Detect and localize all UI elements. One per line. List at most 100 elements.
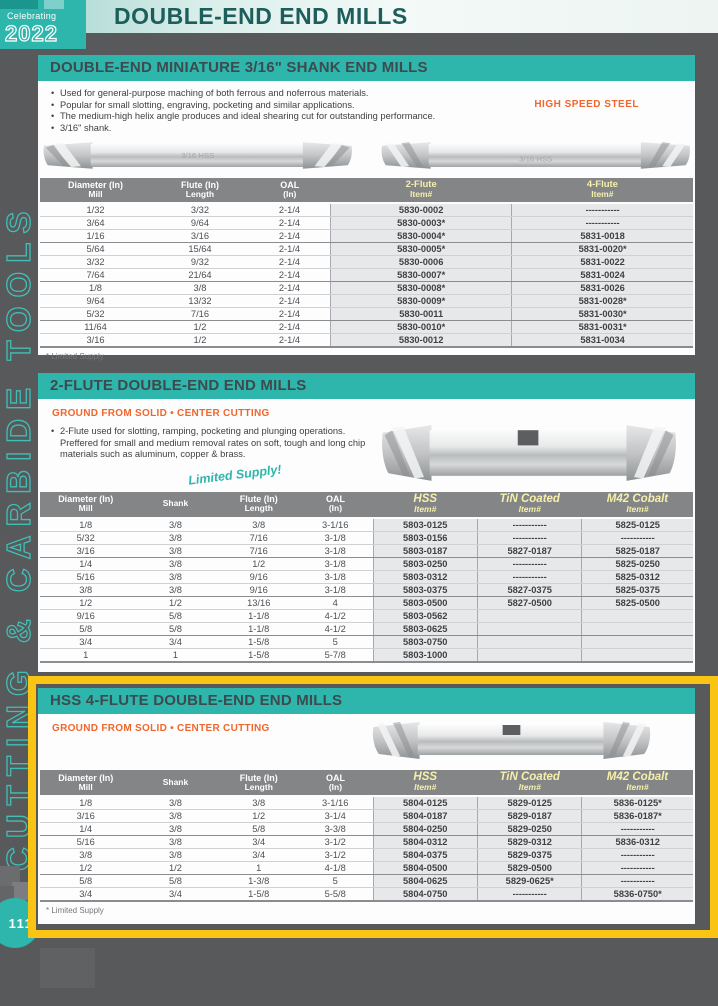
table-cell: 1-1/8: [219, 609, 298, 623]
limited-supply-note: Limited Supply!: [187, 461, 283, 488]
table-cell: 1/2: [40, 861, 132, 875]
table-cell: 3/16: [151, 229, 249, 243]
table-cell: 1/8: [40, 517, 132, 532]
table-row: 5/32 3/8 7/16 3-1/8 5803-0156 ----------- ----…: [40, 531, 693, 545]
table-cell: 3-1/8: [297, 544, 373, 558]
table-cell: 4-1/2: [297, 622, 373, 636]
table-cell: 5836-0187*: [581, 809, 693, 823]
column-header: OAL (In): [248, 178, 331, 204]
badge-label: Celebrating: [7, 11, 57, 21]
table-cell: 1-5/8: [219, 635, 298, 649]
table-cell: 5831-0030*: [511, 307, 693, 321]
table-cell: 5831-0022: [511, 255, 693, 269]
table-cell: -----------: [581, 822, 693, 836]
table-cell: 3-1/8: [297, 557, 373, 571]
table-cell: 5831-0018: [511, 229, 693, 243]
table-cell: 5830-0002: [330, 203, 512, 217]
bullet-item: Popular for small slotting, engraving, p…: [50, 100, 695, 112]
table-cell: 5-7/8: [297, 648, 373, 663]
section-miniature-card: DOUBLE-END MINIATURE 3/16" SHANK END MIL…: [38, 55, 695, 361]
section-header: 2-FLUTE DOUBLE-END END MILLS: [38, 373, 695, 399]
table-cell: 5825-0125: [581, 517, 693, 532]
table-cell: 5/8: [131, 609, 220, 623]
section-two-flute-card: 2-FLUTE DOUBLE-END END MILLS GROUND FROM…: [38, 373, 695, 672]
table-row: 3/8 3/8 3/4 3-1/2 5804-0375 5829-0375 --------…: [40, 848, 693, 862]
table-cell: -----------: [476, 557, 582, 571]
table-cell: 5830-0005*: [330, 242, 512, 256]
table-cell: 3/8: [131, 557, 220, 571]
table-cell: -----------: [511, 203, 693, 217]
table-cell: 1/2: [151, 333, 249, 348]
table-cell: 3/8: [131, 544, 220, 558]
column-header: Flute (In) Length: [219, 770, 298, 797]
table-cell: 1: [131, 648, 220, 663]
section-subheader: GROUND FROM SOLID • CENTER CUTTING: [52, 408, 270, 419]
table-cell: 1-5/8: [219, 648, 298, 663]
table-cell: 4: [297, 596, 373, 610]
table-cell: 13/16: [219, 596, 298, 610]
end-mill-image: 3/16 HSS: [381, 142, 690, 169]
table-cell: 3/4: [219, 835, 298, 849]
table-cell: 3/8: [40, 583, 132, 597]
table-cell: [476, 648, 582, 663]
table-cell: 5825-0312: [581, 570, 693, 584]
table-row: 1/2 1/2 13/16 4 5803-0500 5827-0500 5825-0500: [40, 596, 693, 610]
table-cell: 5827-0375: [476, 583, 582, 597]
table-cell: 2-1/4: [248, 216, 331, 230]
table-cell: 4-1/8: [297, 861, 373, 875]
table-cell: 5: [297, 874, 373, 888]
pixel-decoration: [40, 948, 95, 988]
table-cell: [476, 635, 582, 649]
table-cell: 5803-1000: [372, 648, 478, 663]
footnote: * Limited Supply: [46, 352, 104, 361]
table-cell: 5825-0250: [581, 557, 693, 571]
table-cell: 9/64: [151, 216, 249, 230]
table-cell: 5829-0375: [476, 848, 582, 862]
table-cell: 3/8: [219, 517, 298, 532]
bullet-item: 2-Flute used for slotting, ramping, pock…: [50, 426, 384, 461]
table-cell: 1/32: [40, 203, 151, 217]
table-cell: -----------: [581, 531, 693, 545]
celebrating-badge: Celebrating 2022: [0, 0, 86, 49]
table-cell: 3-1/8: [297, 570, 373, 584]
table-cell: 5/64: [40, 242, 151, 256]
column-header: TiN Coated Item#: [477, 770, 582, 797]
table-cell: 5/8: [219, 822, 298, 836]
table-cell: 2-1/4: [248, 255, 331, 269]
table-cell: 5836-0750*: [581, 887, 693, 902]
table-cell: 5831-0031*: [511, 320, 693, 334]
table-cell: 5804-0125: [372, 796, 478, 810]
bullet-item: The medium-high helix angle produces and…: [50, 111, 695, 123]
badge-year: 2022: [4, 20, 58, 46]
table-row: 3/8 3/8 9/16 3-1/8 5803-0375 5827-0375 5825-03…: [40, 583, 693, 597]
bullet-item: Used for general-purpose maching of both…: [50, 88, 695, 100]
table-cell: 9/16: [219, 570, 298, 584]
table-cell: 1/16: [40, 229, 151, 243]
table-cell: 5829-0500: [476, 861, 582, 875]
table-cell: -----------: [476, 570, 582, 584]
table-cell: -----------: [476, 517, 582, 532]
table-cell: -----------: [581, 874, 693, 888]
pixel-decoration: [44, 0, 64, 9]
table-cell: 5804-0250: [372, 822, 478, 836]
column-header: TiN Coated Item#: [477, 491, 582, 519]
table-cell: 3/4: [131, 635, 220, 649]
table-cell: 5830-0009*: [330, 294, 512, 308]
table-row: 5/16 3/8 9/16 3-1/8 5803-0312 ----------- 5825…: [40, 570, 693, 584]
table-cell: 5: [297, 635, 373, 649]
table-cell: 5-5/8: [297, 887, 373, 902]
table-row: 5/64 15/64 2-1/4 5830-0005* 5831-0020*: [40, 242, 693, 256]
table-cell: 3-1/8: [297, 583, 373, 597]
footnote: * Limited Supply: [46, 906, 104, 915]
table-cell: 5825-0187: [581, 544, 693, 558]
table-row: 9/64 13/32 2-1/4 5830-0009* 5831-0028*: [40, 294, 693, 308]
table-cell: 5803-0500: [372, 596, 478, 610]
table-cell: 3/4: [40, 887, 132, 902]
pixel-decoration: [0, 0, 38, 9]
table-cell: 1/2: [131, 596, 220, 610]
table-cell: 2-1/4: [248, 281, 331, 295]
section-header: DOUBLE-END MINIATURE 3/16" SHANK END MIL…: [38, 55, 695, 81]
table-cell: 3/8: [131, 848, 220, 862]
spec-table: Diameter (In) Mill Flute (In) Length OAL (In)…: [40, 178, 693, 348]
table-header-row: Diameter (In) Mill Shank Flute (In) Length OA…: [40, 491, 693, 519]
